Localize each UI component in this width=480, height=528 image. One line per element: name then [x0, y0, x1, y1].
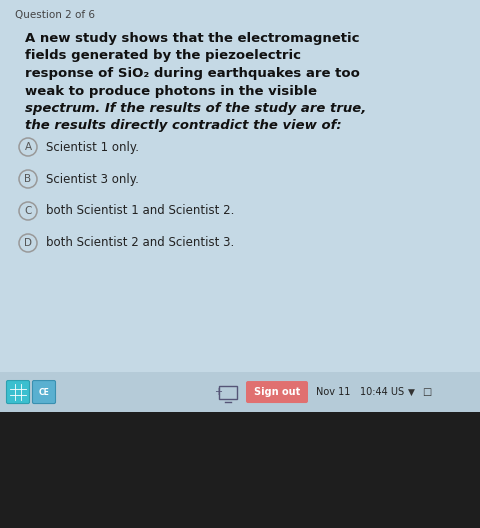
Text: Scientist 3 only.: Scientist 3 only.: [46, 173, 139, 185]
FancyBboxPatch shape: [246, 381, 308, 403]
FancyBboxPatch shape: [0, 412, 480, 528]
Text: +: +: [214, 387, 222, 397]
Text: C: C: [24, 206, 32, 216]
Text: B: B: [24, 174, 32, 184]
Text: CE: CE: [38, 388, 49, 397]
Text: Sign out: Sign out: [254, 387, 300, 397]
FancyBboxPatch shape: [33, 381, 56, 403]
Text: response of SiO₂ during earthquakes are too: response of SiO₂ during earthquakes are …: [25, 67, 360, 80]
Text: both Scientist 2 and Scientist 3.: both Scientist 2 and Scientist 3.: [46, 237, 234, 250]
Text: Question 2 of 6: Question 2 of 6: [15, 10, 95, 20]
Text: D: D: [24, 238, 32, 248]
Text: □: □: [422, 387, 431, 397]
FancyBboxPatch shape: [0, 0, 480, 372]
FancyBboxPatch shape: [0, 372, 480, 412]
Text: Scientist 1 only.: Scientist 1 only.: [46, 140, 139, 154]
Text: the results directly contradict the view of:: the results directly contradict the view…: [25, 119, 342, 133]
Text: fields generated by the piezoelectric: fields generated by the piezoelectric: [25, 50, 301, 62]
Text: A new study shows that the electromagnetic: A new study shows that the electromagnet…: [25, 32, 360, 45]
Text: both Scientist 1 and Scientist 2.: both Scientist 1 and Scientist 2.: [46, 204, 234, 218]
Text: Nov 11: Nov 11: [316, 387, 350, 397]
Text: ▼: ▼: [408, 388, 415, 397]
FancyBboxPatch shape: [7, 381, 29, 403]
Text: weak to produce photons in the visible: weak to produce photons in the visible: [25, 84, 317, 98]
Text: spectrum. If the results of the study are true,: spectrum. If the results of the study ar…: [25, 102, 366, 115]
Text: A: A: [24, 142, 32, 152]
Text: 10:44 US: 10:44 US: [360, 387, 404, 397]
